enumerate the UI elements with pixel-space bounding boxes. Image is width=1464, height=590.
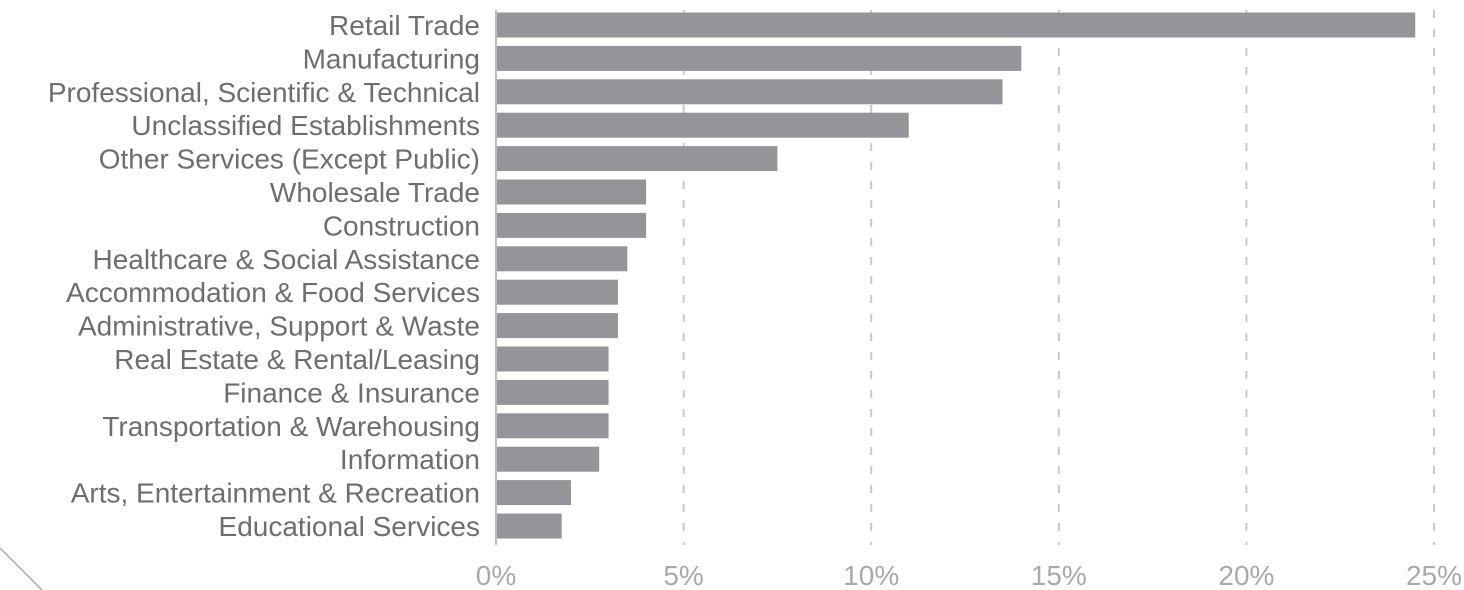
bar bbox=[496, 79, 1003, 105]
bar bbox=[496, 346, 609, 372]
category-label: Construction bbox=[323, 210, 480, 241]
corner-decoration bbox=[0, 547, 43, 590]
category-label: Wholesale Trade bbox=[270, 177, 480, 208]
bar bbox=[496, 112, 909, 138]
bar bbox=[496, 179, 647, 205]
category-label: Accommodation & Food Services bbox=[66, 277, 480, 308]
category-label: Other Services (Except Public) bbox=[99, 144, 480, 175]
bar bbox=[496, 279, 618, 305]
category-label: Educational Services bbox=[219, 511, 480, 542]
bar bbox=[496, 246, 628, 272]
x-tick-label: 5% bbox=[663, 560, 703, 590]
category-label: Unclassified Establishments bbox=[131, 110, 480, 141]
bar bbox=[496, 379, 609, 405]
bar bbox=[496, 146, 778, 172]
category-label: Retail Trade bbox=[329, 10, 480, 41]
bar bbox=[496, 313, 618, 339]
bars bbox=[496, 12, 1416, 539]
x-tick-label: 15% bbox=[1031, 560, 1087, 590]
category-label: Administrative, Support & Waste bbox=[78, 311, 480, 342]
category-label: Information bbox=[340, 444, 480, 475]
category-label: Finance & Insurance bbox=[223, 377, 480, 408]
gridlines bbox=[682, 10, 1435, 545]
bar bbox=[496, 45, 1022, 71]
bar bbox=[496, 446, 600, 472]
category-label: Professional, Scientific & Technical bbox=[48, 77, 480, 108]
x-tick-label: 10% bbox=[843, 560, 899, 590]
category-label: Arts, Entertainment & Recreation bbox=[71, 478, 480, 509]
bar bbox=[496, 413, 609, 439]
x-tick-labels: 0% 5% 10% 15% 20% 25% bbox=[476, 560, 1462, 590]
x-tick-label: 0% bbox=[476, 560, 516, 590]
x-tick-label: 20% bbox=[1218, 560, 1274, 590]
category-label: Real Estate & Rental/Leasing bbox=[114, 344, 480, 375]
bar bbox=[496, 480, 572, 506]
bar bbox=[496, 12, 1416, 38]
x-tick-label: 25% bbox=[1406, 560, 1462, 590]
category-label: Transportation & Warehousing bbox=[102, 411, 480, 442]
category-label: Manufacturing bbox=[303, 43, 480, 74]
category-label: Healthcare & Social Assistance bbox=[92, 244, 480, 275]
bar bbox=[496, 513, 562, 539]
bar bbox=[496, 212, 647, 238]
